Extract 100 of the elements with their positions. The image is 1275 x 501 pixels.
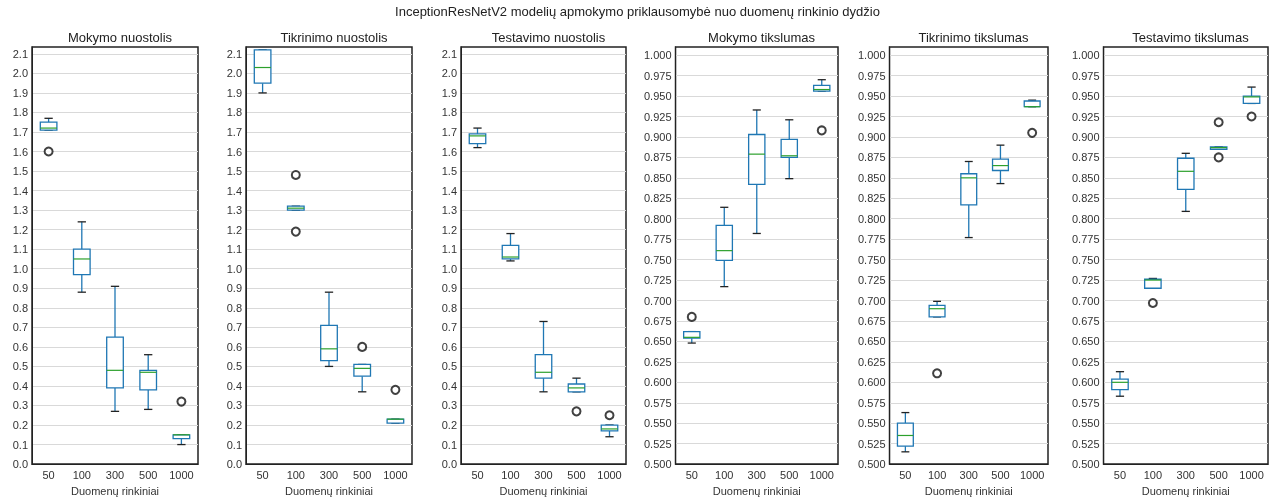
y-tick-label: 2.0	[12, 67, 28, 80]
text: InceptionResNetV2 modelių apmokymo priklausomybė nuo duomenų rinkinio dydžio	[394, 4, 881, 19]
y-tick-label: 1.4	[441, 184, 457, 197]
x-tick-label: 100	[501, 468, 520, 481]
chart-title: Tikrinimo nuostolis	[280, 30, 389, 45]
x-tick-label: 100	[72, 468, 91, 481]
y-tick-label: 1.0	[441, 262, 457, 275]
y-tick-label: 1.8	[12, 106, 28, 119]
x-tick-label: 100	[1143, 468, 1163, 481]
x-tick-label: 500	[139, 468, 158, 481]
y-tick-label: 0.4	[226, 379, 242, 392]
y-tick-label: 0.775	[1072, 233, 1100, 246]
y-tick-label: 0.0	[441, 458, 457, 471]
x-tick-label: 1000	[809, 468, 834, 481]
x-tick-label: 50	[42, 468, 55, 481]
y-tick-label: 1.2	[12, 223, 28, 236]
y-tick-label: 0.575	[858, 396, 886, 409]
chart-title: Testavimo nuostolis	[491, 30, 606, 45]
y-tick-label: 0.975	[1072, 69, 1100, 82]
y-tick-label: 0.800	[858, 212, 886, 225]
x-tick-label: 500	[780, 468, 799, 481]
y-tick-label: 0.6	[226, 340, 242, 353]
y-tick-label: 0.5	[12, 360, 28, 373]
y-tick-label: 0.0	[12, 458, 28, 471]
x-tick-label: 500	[991, 468, 1010, 481]
y-tick-label: 0.3	[12, 399, 28, 412]
y-tick-label: 0.2	[12, 419, 28, 432]
y-tick-label: 0.725	[1072, 274, 1100, 287]
x-axis-title: Duomenų rinkiniai	[284, 484, 374, 497]
y-tick-label: 0.850	[1072, 171, 1100, 184]
x-tick-label: 100	[927, 468, 947, 481]
y-tick-label: 1.4	[12, 184, 28, 197]
x-tick-label: 50	[1113, 468, 1127, 481]
y-tick-label: 0.900	[644, 130, 672, 143]
y-tick-label: 1.2	[441, 223, 457, 236]
y-tick-label: 1.7	[12, 125, 28, 138]
y-tick-label: 1.3	[226, 204, 242, 217]
y-tick-label: 0.925	[858, 110, 886, 123]
x-tick-label: 50	[899, 468, 912, 481]
y-tick-label: 2.0	[441, 67, 457, 80]
y-tick-label: 1.8	[441, 106, 457, 119]
y-tick-label: 1.0	[12, 262, 28, 275]
x-axis-title: Duomenų rinkiniai	[499, 484, 588, 497]
x-tick-label: 50	[685, 468, 698, 481]
y-tick-label: 0.875	[644, 151, 672, 164]
y-tick-label: 0.925	[1072, 110, 1100, 123]
x-axis-title: Duomenų rinkiniai	[70, 484, 160, 497]
y-tick-label: 2.1	[226, 47, 242, 60]
y-tick-label: 1.5	[226, 165, 242, 178]
y-tick-label: 0.950	[644, 90, 672, 103]
y-tick-label: 0.525	[644, 437, 672, 450]
y-tick-label: 0.625	[644, 355, 672, 368]
y-tick-label: 0.900	[1072, 130, 1100, 143]
y-tick-label: 1.1	[12, 243, 28, 256]
y-tick-label: 0.650	[1072, 335, 1100, 348]
y-tick-label: 1.3	[12, 204, 28, 217]
y-tick-label: 0.525	[1072, 437, 1100, 450]
y-tick-label: 0.6	[441, 340, 457, 353]
y-tick-label: 0.600	[644, 376, 672, 389]
chart-title: Mokymo nuostolis	[67, 30, 173, 45]
y-tick-label: 0.950	[858, 90, 886, 103]
y-tick-label: 1.000	[858, 49, 886, 62]
y-tick-label: 1.2	[226, 223, 242, 236]
y-tick-label: 1.9	[441, 86, 457, 99]
y-tick-label: 1.6	[12, 145, 28, 158]
y-tick-label: 1.3	[441, 204, 457, 217]
y-tick-label: 0.825	[858, 192, 886, 205]
x-axis-title: Duomenų rinkiniai	[924, 484, 1013, 497]
y-tick-label: 0.700	[644, 294, 672, 307]
x-tick-label: 1000	[1239, 468, 1264, 481]
y-tick-label: 0.775	[644, 233, 672, 246]
y-tick-label: 0.5	[226, 360, 242, 373]
y-tick-label: 0.550	[858, 417, 886, 430]
x-tick-label: 300	[1176, 468, 1195, 481]
y-tick-label: 2.0	[226, 67, 242, 80]
y-tick-label: 0.700	[858, 294, 886, 307]
chart-title: Mokymo tikslumas	[708, 30, 816, 45]
x-tick-label: 500	[353, 468, 372, 481]
y-tick-label: 1.6	[441, 145, 457, 158]
y-tick-label: 0.9	[226, 282, 242, 295]
y-tick-label: 1.8	[226, 106, 242, 119]
y-tick-label: 0.975	[858, 69, 886, 82]
y-tick-label: 0.600	[858, 376, 886, 389]
y-tick-label: 0.825	[644, 192, 672, 205]
y-tick-label: 1.9	[12, 86, 28, 99]
y-tick-label: 0.8	[226, 301, 242, 314]
y-tick-label: 0.775	[858, 233, 886, 246]
y-tick-label: 0.575	[644, 396, 672, 409]
y-tick-label: 0.925	[644, 110, 672, 123]
y-tick-label: 0.850	[858, 171, 886, 184]
y-tick-label: 0.4	[441, 379, 457, 392]
y-tick-label: 1.9	[226, 86, 242, 99]
y-tick-label: 0.675	[644, 314, 672, 327]
x-tick-label: 100	[286, 468, 305, 481]
y-tick-label: 0.950	[1072, 90, 1100, 103]
y-tick-label: 0.500	[1072, 458, 1100, 471]
x-tick-label: 100	[715, 468, 734, 481]
y-tick-label: 1.7	[441, 125, 457, 138]
y-tick-label: 1.5	[441, 165, 457, 178]
x-axis-title: Duomenų rinkiniai	[712, 484, 801, 497]
